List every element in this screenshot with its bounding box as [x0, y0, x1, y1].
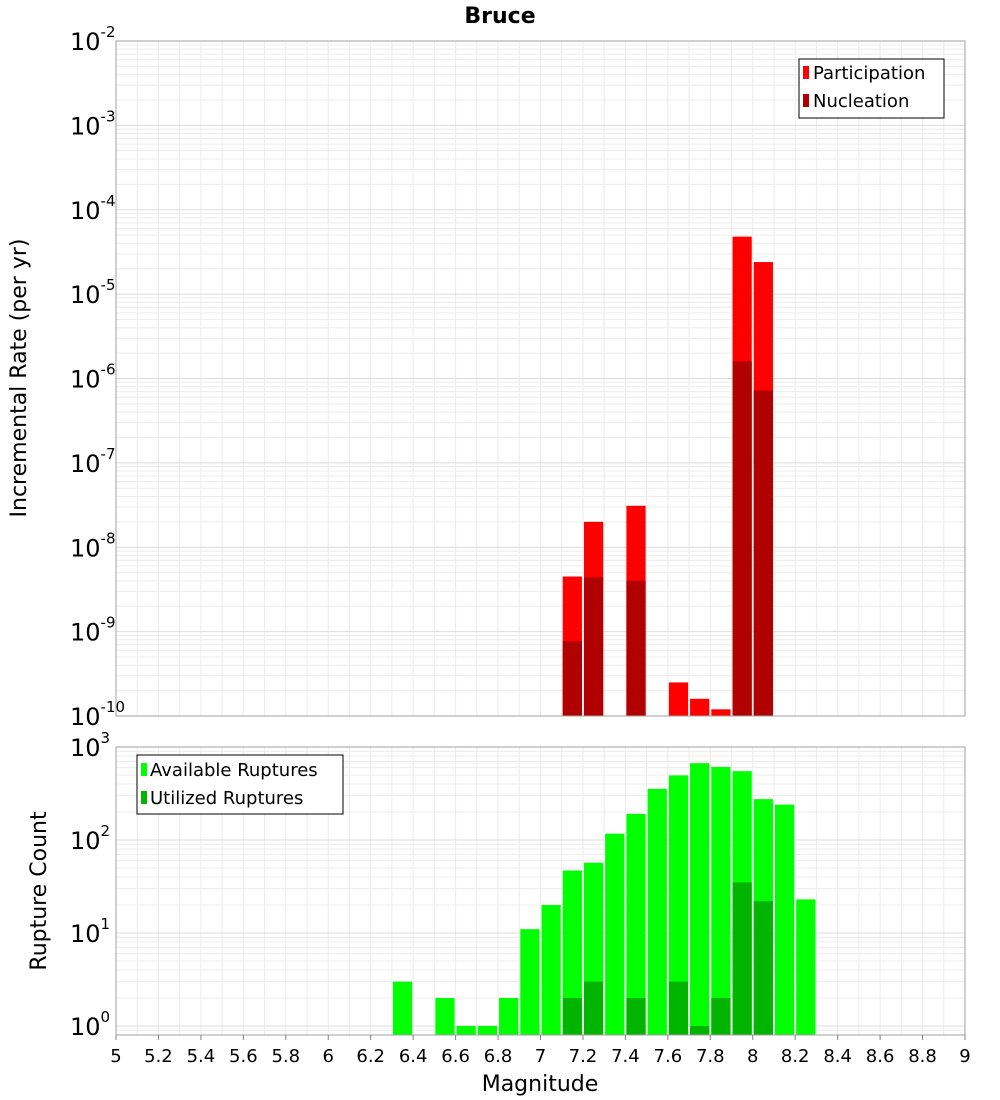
- bar-participation: [711, 709, 731, 716]
- y-tick-exponent: -3: [101, 107, 116, 125]
- bar-utilized-ruptures: [711, 997, 731, 1035]
- legend-swatch-nucleation: [803, 94, 809, 107]
- y-tick-exponent: 3: [101, 729, 111, 747]
- x-tick-label: 9: [959, 1046, 970, 1067]
- legend-label-nucleation: Nucleation: [813, 91, 909, 112]
- bar-available-ruptures: [626, 813, 646, 1035]
- legend-label-utilized-ruptures: Utilized Ruptures: [150, 788, 303, 809]
- y-tick-exponent: -5: [101, 276, 116, 294]
- bar-utilized-ruptures: [753, 901, 773, 1035]
- y-tick-exponent: 0: [101, 1008, 111, 1026]
- x-tick-label: 5: [110, 1046, 121, 1067]
- bar-nucleation: [562, 641, 582, 716]
- y-tick-exponent: -6: [101, 361, 116, 379]
- bar-utilized-ruptures: [562, 997, 582, 1035]
- y-tick-label: 101: [70, 915, 110, 948]
- x-tick-label: 8.2: [781, 1046, 810, 1067]
- bar-nucleation: [732, 361, 752, 716]
- bar-participation: [668, 682, 689, 716]
- x-tick-label: 8.6: [866, 1046, 895, 1067]
- x-tick-label: 7.6: [654, 1046, 683, 1067]
- legend-swatch-available-ruptures: [141, 763, 147, 776]
- bottom-legend-box: [136, 754, 344, 815]
- x-tick-label: 7: [535, 1046, 546, 1067]
- y-tick-exponent: -9: [101, 614, 116, 632]
- bar-nucleation: [626, 580, 646, 716]
- legend-swatch-utilized-ruptures: [141, 791, 147, 804]
- top-panel: 10-210-310-410-510-610-710-810-910-10 In…: [7, 23, 966, 731]
- y-tick-label: 10-2: [70, 23, 116, 56]
- x-tick-label: 8.8: [908, 1046, 937, 1067]
- bar-available-ruptures: [520, 929, 540, 1035]
- bar-available-ruptures: [456, 1025, 476, 1035]
- legend-swatch-participation: [803, 66, 809, 79]
- x-tick-label: 6.6: [441, 1046, 470, 1067]
- bar-available-ruptures: [647, 788, 667, 1035]
- bar-available-ruptures: [499, 997, 519, 1035]
- x-tick-label: 5.2: [144, 1046, 173, 1067]
- top-bars: [562, 236, 773, 716]
- x-axis-label: Magnitude: [482, 1072, 599, 1097]
- x-tick-label: 6: [323, 1046, 334, 1067]
- y-tick-label: 10-8: [70, 529, 116, 562]
- x-tick-label: 6.4: [399, 1046, 428, 1067]
- bottom-legend: Available Ruptures Utilized Ruptures: [136, 754, 344, 815]
- bar-utilized-ruptures: [583, 981, 604, 1035]
- bar-available-ruptures: [796, 899, 816, 1035]
- x-tick-label: 5.4: [187, 1046, 216, 1067]
- top-legend-box: [798, 58, 945, 119]
- bar-utilized-ruptures: [690, 1025, 710, 1035]
- bar-utilized-ruptures: [732, 882, 752, 1035]
- bar-available-ruptures: [668, 775, 689, 1035]
- x-tick-label: 7.2: [569, 1046, 598, 1067]
- bar-available-ruptures: [477, 1025, 498, 1035]
- chart-title: Bruce: [464, 4, 535, 29]
- y-tick-exponent: -4: [101, 192, 116, 210]
- bottom-y-axis-label: Rupture Count: [27, 811, 52, 971]
- x-tick-label: 5.8: [271, 1046, 300, 1067]
- bar-available-ruptures: [690, 763, 710, 1035]
- y-tick-exponent: 1: [101, 915, 111, 933]
- bar-utilized-ruptures: [626, 997, 646, 1035]
- y-tick-exponent: 2: [101, 822, 111, 840]
- x-tick-label: 6.8: [484, 1046, 513, 1067]
- bar-available-ruptures: [562, 870, 582, 1035]
- bar-available-ruptures: [711, 766, 731, 1035]
- bar-participation: [690, 698, 710, 716]
- y-tick-exponent: -10: [101, 698, 126, 716]
- bottom-x-ticks: 5 5.2 5.4 5.6 5.8 6 6.2 6.4 6.6 6.8 7 7.2 7.4 7.6 7.8 8…: [110, 1035, 971, 1067]
- bar-utilized-ruptures: [668, 981, 689, 1035]
- bar-available-ruptures: [392, 981, 413, 1035]
- bar-available-ruptures: [435, 997, 455, 1035]
- bar-available-ruptures: [774, 804, 795, 1035]
- x-tick-label: 7.4: [611, 1046, 640, 1067]
- y-tick-exponent: -7: [101, 445, 116, 463]
- x-tick-label: 8: [747, 1046, 758, 1067]
- top-grid: [115, 40, 966, 717]
- legend-label-available-ruptures: Available Ruptures: [150, 760, 318, 781]
- x-tick-label: 8.4: [823, 1046, 852, 1067]
- x-tick-label: 5.6: [229, 1046, 258, 1067]
- bar-available-ruptures: [605, 833, 625, 1035]
- legend-label-participation: Participation: [813, 63, 925, 84]
- bar-nucleation: [583, 577, 604, 716]
- x-tick-label: 7.8: [696, 1046, 725, 1067]
- y-tick-exponent: -8: [101, 529, 116, 547]
- top-y-axis-label: Incremental Rate (per yr): [7, 239, 32, 518]
- top-plot-frame: [115, 40, 966, 717]
- bar-nucleation: [753, 390, 773, 716]
- top-legend: Participation Nucleation: [798, 58, 945, 119]
- bar-available-ruptures: [541, 904, 561, 1035]
- bottom-bars: [392, 763, 816, 1035]
- y-tick-exponent: -2: [101, 23, 116, 41]
- x-tick-label: 6.2: [356, 1046, 385, 1067]
